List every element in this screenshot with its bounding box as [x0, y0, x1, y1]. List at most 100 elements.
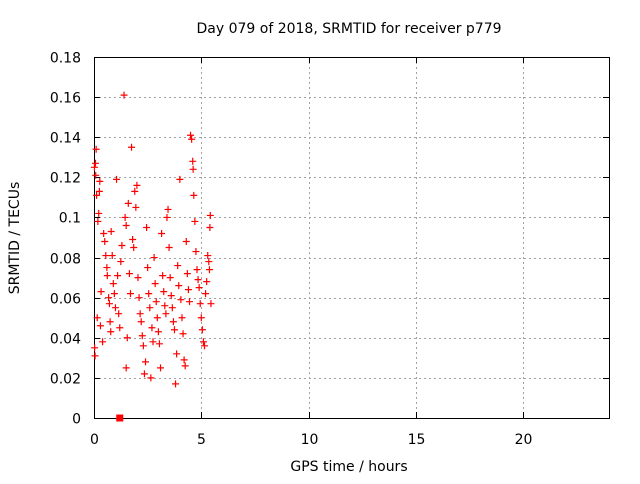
- data-point: [194, 276, 202, 284]
- y-axis-label: SRMTID / TECUs: [7, 182, 23, 295]
- data-point: [185, 298, 193, 306]
- data-point: [207, 300, 215, 308]
- y-tick-label: 0.16: [50, 91, 81, 107]
- grid-lines: [94, 57, 609, 418]
- y-tick-label: 0: [72, 412, 81, 428]
- data-point: [191, 217, 199, 225]
- data-point: [110, 290, 118, 298]
- chart-title: Day 079 of 2018, SRMTID for receiver p77…: [196, 21, 501, 37]
- axis-ticks: 0 0.02 0.04 0.06 0.08 0.1 0.12 0.14 0.16 0.18 0 5 10…: [50, 51, 609, 448]
- data-point: [187, 131, 195, 139]
- data-point: [166, 274, 174, 282]
- data-point: [203, 278, 211, 286]
- data-point: [118, 242, 126, 250]
- data-point: [205, 258, 213, 266]
- data-point: [160, 288, 168, 296]
- data-point: [94, 217, 102, 225]
- data-point: [115, 310, 123, 318]
- data-point: [164, 205, 172, 213]
- data-point: [113, 175, 121, 183]
- x-axis-label: GPS time / hours: [290, 459, 407, 475]
- data-point: [95, 209, 103, 217]
- data-point: [92, 159, 100, 167]
- data-point: [129, 236, 137, 244]
- data-point: [169, 318, 177, 326]
- data-point: [102, 252, 110, 260]
- data-point: [147, 374, 155, 382]
- y-tick-label: 0.1: [59, 211, 81, 227]
- data-point: [172, 380, 180, 388]
- data-point: [206, 211, 214, 219]
- data-point: [135, 294, 143, 302]
- data-point: [146, 304, 154, 312]
- data-point: [152, 298, 160, 306]
- data-point: [157, 364, 165, 372]
- data-point: [180, 356, 188, 364]
- data-point: [101, 238, 109, 246]
- data-point: [192, 248, 200, 256]
- data-point: [116, 324, 124, 332]
- y-tick-label: 0.14: [50, 131, 81, 147]
- x-tick-label: 20: [515, 432, 533, 448]
- data-point: [181, 362, 189, 370]
- y-tick-label: 0.12: [50, 171, 81, 187]
- data-point: [189, 157, 197, 165]
- data-point: [183, 270, 191, 278]
- data-point: [105, 294, 113, 302]
- data-point: [176, 175, 184, 183]
- data-point: [167, 292, 175, 300]
- x-tick-label: 15: [408, 432, 426, 448]
- x-tick-label: 10: [301, 432, 319, 448]
- data-point: [144, 264, 152, 272]
- data-point: [126, 290, 134, 298]
- data-point: [154, 328, 162, 336]
- data-point: [107, 328, 115, 336]
- data-point: [142, 358, 149, 366]
- data-point: [205, 266, 213, 274]
- data-point: [91, 352, 99, 360]
- data-point: [178, 314, 186, 322]
- data-point: [206, 223, 214, 231]
- data-point: [190, 191, 198, 199]
- data-point: [92, 171, 100, 179]
- data-point: [128, 143, 136, 151]
- data-point: [184, 286, 192, 294]
- x-tick-label: 5: [197, 432, 206, 448]
- data-point: [100, 229, 108, 237]
- data-point: [153, 314, 161, 322]
- data-point: [96, 322, 104, 330]
- x-tick-label: 0: [90, 432, 99, 448]
- data-point: [182, 238, 190, 246]
- data-point: [92, 145, 100, 153]
- data-point: [199, 338, 207, 346]
- data-point: [165, 244, 173, 252]
- data-point: [93, 191, 101, 199]
- data-point: [96, 177, 104, 185]
- data-point: [197, 314, 205, 322]
- y-tick-label: 0.04: [50, 332, 81, 348]
- data-point: [173, 350, 181, 358]
- data-point: [193, 266, 201, 274]
- data-point: [105, 300, 113, 308]
- data-point: [204, 252, 212, 260]
- data-point: [122, 221, 130, 229]
- data-point: [159, 272, 167, 280]
- data-point: [109, 280, 117, 288]
- data-point: [188, 135, 196, 143]
- data-point: [158, 229, 166, 237]
- data-point: [137, 318, 145, 326]
- data-point: [155, 340, 163, 348]
- y-tick-label: 0.06: [50, 292, 81, 308]
- data-point: [124, 199, 132, 207]
- data-point: [177, 296, 185, 304]
- data-point: [179, 330, 187, 338]
- data-point: [97, 288, 105, 296]
- data-point: [122, 364, 130, 372]
- data-point: [189, 165, 197, 173]
- data-point: [130, 244, 138, 252]
- data-point: [95, 187, 103, 195]
- data-point: [195, 284, 203, 292]
- y-tick-label: 0.02: [50, 372, 81, 388]
- data-point: [134, 274, 142, 282]
